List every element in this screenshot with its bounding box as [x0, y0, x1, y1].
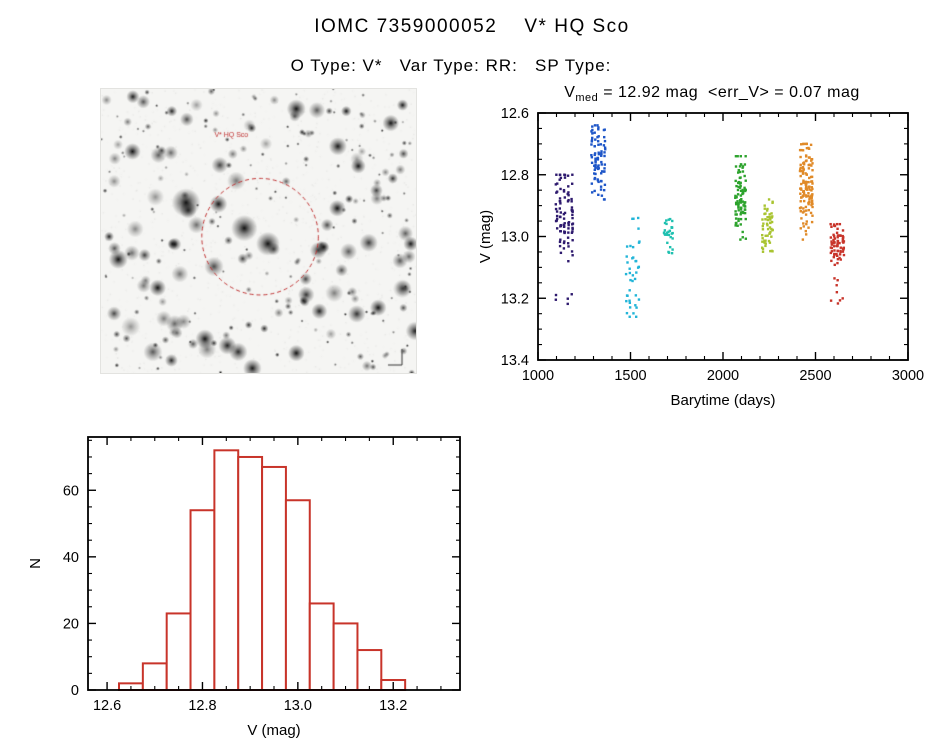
svg-text:1500: 1500: [614, 368, 646, 384]
svg-text:13.0: 13.0: [501, 230, 529, 246]
svg-text:12.8: 12.8: [188, 698, 216, 714]
svg-text:60: 60: [63, 483, 79, 499]
svg-text:12.8: 12.8: [501, 168, 529, 184]
svg-text:0: 0: [71, 683, 79, 699]
page-subtitle: O Type: V* Var Type: RR: SP Type:: [290, 56, 612, 75]
svg-text:13.0: 13.0: [284, 698, 312, 714]
stats-v-subscript: med: [575, 92, 599, 105]
svg-text:12.6: 12.6: [501, 106, 529, 122]
svg-text:Barytime (days): Barytime (days): [670, 392, 775, 409]
svg-text:V (mag): V (mag): [247, 722, 300, 739]
stats-v-symbol: V: [564, 84, 576, 101]
svg-text:13.4: 13.4: [501, 353, 529, 369]
svg-text:2000: 2000: [707, 368, 739, 384]
svg-text:40: 40: [63, 550, 79, 566]
svg-text:13.2: 13.2: [501, 291, 529, 307]
magnitude-histogram-plot: 12.6 12.8 13.0 13.2 0 20 40 60 V (mag) N: [27, 436, 461, 739]
lightcurve-scatter-plot: 1000 1500 2000 2500 3000 12.6 12.8 13.0 13.2 13.4…: [480, 106, 924, 409]
finder-chart-image: [100, 88, 417, 374]
svg-text:1000: 1000: [522, 368, 554, 384]
svg-text:V (mag): V (mag): [480, 210, 494, 263]
svg-text:2500: 2500: [799, 368, 831, 384]
svg-text:3000: 3000: [892, 368, 924, 384]
lightcurve-stats-line: Vmed = 12.92 mag <err_V> = 0.07 mag: [480, 84, 944, 104]
page-title: IOMC 7359000052 V* HQ Sco: [314, 16, 630, 37]
svg-text:12.6: 12.6: [93, 698, 121, 714]
svg-text:13.2: 13.2: [379, 698, 407, 714]
svg-text:N: N: [27, 558, 44, 569]
stats-values-text: = 12.92 mag <err_V> = 0.07 mag: [598, 84, 860, 101]
svg-text:20: 20: [63, 616, 79, 632]
